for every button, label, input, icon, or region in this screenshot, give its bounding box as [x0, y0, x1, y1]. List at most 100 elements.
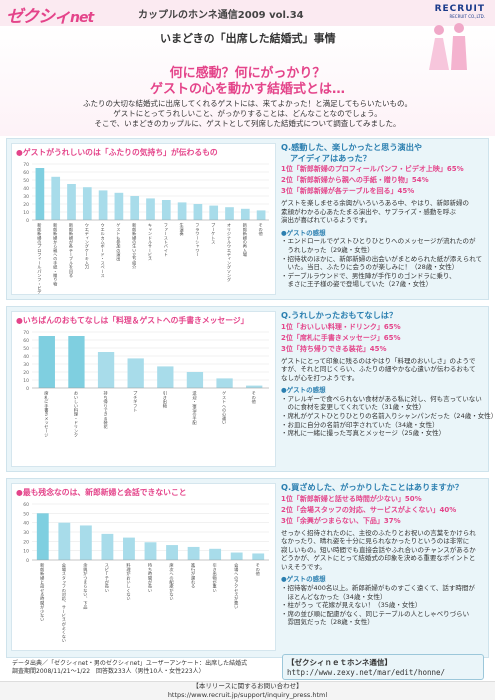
hero-line-2: ゲストの心を動かす結婚式とは… — [149, 82, 345, 97]
hero-line-1: 何に感動？何にがっかり？ — [169, 66, 326, 81]
chart-2: 0 10 20 30 40 50 60 70 席札に手書きメッセージ おいしい料理・ドリンク 持ち帰… — [23, 330, 269, 438]
bar — [256, 210, 266, 220]
y-tick-label: 10 — [23, 378, 29, 384]
x-tick-label: ゲストも参加の演出 — [115, 222, 121, 263]
bar — [67, 184, 76, 220]
bar — [216, 378, 233, 388]
rank-1: 1位「新郎新婦のプロフィールパンフ・ビデオ上映」65% — [281, 165, 464, 173]
chart-3: 0 10 20 30 40 50 60 新郎新婦と話せる時間が少ない 会場スタッフの対応、サービ… — [23, 502, 269, 643]
zexy-net-logo: ゼクシィnet — [6, 7, 94, 27]
bar — [82, 187, 92, 220]
x-tick-label: 新郎新婦の再入場 — [242, 222, 248, 258]
y-tick-label: 60 — [23, 170, 29, 176]
bar — [161, 200, 171, 220]
chart-1-title: ●ゲストがうれしいのは「ふたりの気持ち」が伝わるもの — [16, 148, 218, 157]
bar — [186, 372, 204, 388]
x-tick-label: 新郎新婦が各テーブルを回る — [68, 222, 74, 278]
x-tick-label: ゲストへの心遣い — [221, 390, 227, 425]
chart-1: 0 10 20 30 40 50 60 70 新郎新婦のプロフィールパンフ・ビデオ上映 新郎新婦か… — [23, 162, 269, 294]
y-tick-label: 20 — [23, 202, 29, 208]
y-tick-label: 30 — [23, 530, 29, 536]
x-tick-label: 引き出物が重い — [212, 562, 218, 593]
y-tick-label: 40 — [23, 354, 29, 360]
x-tick-label: 進行が遅れる — [190, 562, 196, 589]
x-tick-label: ブーケトス — [211, 222, 216, 245]
x-tick-label: 余興がつまらない、下品 — [82, 562, 88, 611]
vol-title: カップルのホンネ通信2009 vol.34 — [138, 10, 304, 21]
x-tick-label: 席次への配慮がない — [169, 562, 175, 602]
bar — [58, 522, 71, 560]
bar — [225, 207, 234, 220]
bar — [101, 533, 114, 560]
voice-heading: ●ゲストの感想 — [281, 575, 326, 584]
bar — [98, 190, 108, 220]
data-source: データ出典／「ゼクシィnet・男のゼクシィnet」ユーザーアンケート：出席した結… — [12, 660, 248, 675]
question-1-line-2: アイディアはあった？ — [290, 152, 371, 163]
bar — [187, 546, 200, 560]
bar — [209, 205, 219, 220]
bar — [79, 525, 92, 560]
x-tick-label: 新郎新婦のプロフィールパンフ・ビデオ上映 — [36, 222, 42, 294]
bar — [193, 204, 203, 220]
x-tick-label: 引き出物 — [163, 390, 168, 410]
question-1: Q.感動した、楽しかったと思う演出や — [281, 142, 423, 152]
chart-box-2: ●いちばんのおもてなしは「料理＆ゲストへの手書きメッセージ」 0 10 20 30 40… — [11, 311, 276, 467]
rank-2: 2位「席札に手書きメッセージ」65% — [281, 333, 401, 342]
y-tick-label: 50 — [23, 178, 29, 184]
recruit-logo-sub: RECRUIT CO.,LTD. — [449, 14, 486, 19]
url-label: 【ゼクシィｎｅｔホンネ通信】 — [287, 658, 392, 667]
x-tick-label: 料理がおいしくない — [126, 562, 132, 602]
voice-heading: ●ゲストの感想 — [281, 228, 326, 237]
bar — [123, 537, 135, 560]
y-tick-label: 0 — [26, 386, 29, 392]
rank-1: 1位「新郎新婦と話せる時間が少ない」50% — [281, 494, 422, 503]
x-tick-label: その他 — [255, 563, 261, 577]
section-2-text: Q.うれしかったおもてなしは？ 1位「おいしい料理・ドリンク」65% 2位「席札… — [281, 310, 495, 438]
x-tick-label: おいしい料理・ドリンク — [73, 391, 79, 438]
bar — [157, 366, 174, 388]
x-tick-label: 待ち時間が長い — [147, 562, 153, 593]
voice-heading: ●ゲストの感想 — [281, 386, 326, 395]
url-box: 【ゼクシィｎｅｔホンネ通信】 http://www.zexy.net/mar/e… — [282, 654, 484, 680]
y-tick-label: 70 — [23, 162, 29, 168]
rank-2: 2位「会場スタッフの対応、サービスがよくない」40% — [281, 505, 457, 514]
section-2: ●いちばんのおもてなしは「料理＆ゲストへの手書きメッセージ」 0 10 20 30 40… — [6, 306, 495, 472]
honne-url-link[interactable]: http://www.zexy.net/mar/edit/honne/ — [287, 668, 446, 677]
intro-line: ゲストにとってうれしいこと、がっかりすることは、どんなことなのでしょう。 — [113, 109, 382, 118]
y-tick-label: 40 — [23, 186, 29, 192]
x-tick-label: 生演奏 — [179, 222, 185, 237]
y-tick-label: 50 — [23, 346, 29, 352]
guest-voices: ・招待客が400名以上。新郎新婦がものすごく遠くて、話す時間が ほとんどなかった… — [281, 584, 475, 627]
y-tick-label: 20 — [23, 539, 29, 545]
rank-3: 3位「持ち帰りできる装花」45% — [281, 344, 387, 353]
inquiry-url-link[interactable]: https://www.recruit.jp/support/inquiry_p… — [167, 690, 328, 699]
bar — [246, 385, 263, 388]
chart-2-title: ●いちばんのおもてなしは「料理＆ゲストへの手書きメッセージ」 — [16, 316, 249, 325]
top-bar — [0, 0, 495, 26]
bar — [144, 542, 157, 560]
guest-voices: ・アレルギーで食べられない食材がある私に対し、何も言っていない のに食材を変更し… — [281, 394, 495, 438]
rank-3: 3位「余興がつまらない、下品」37% — [281, 516, 401, 525]
x-tick-label: 新郎新婦の生い立ち紹介 — [131, 222, 137, 269]
y-tick-label: 50 — [23, 511, 29, 517]
rank-1: 1位「おいしい料理・ドリンク」65% — [281, 322, 401, 331]
section-3-body: せっかく招待されたのに、主役のふたりとお祝いの言葉をかけられ なかったり、晴れ姿を… — [281, 528, 476, 571]
x-tick-label: ウエディングケーキ入刀 — [84, 222, 90, 271]
x-tick-label: 会場スタッフの対応、サービスがよくない — [61, 562, 67, 643]
bar — [127, 358, 144, 388]
section-1: ●ゲストがうれしいのは「ふたりの気持ち」が伝わるもの 0 10 20 30 40 50 60… — [6, 138, 489, 300]
section-3: ●最も残念なのは、新郎新婦と会話できないこと 0 10 20 30 40 50 60 新郎新婦… — [6, 478, 489, 658]
x-tick-label: オリジナルウエディングソング — [226, 223, 232, 283]
headline: いまどきの「出席した結婚式」事情 — [160, 32, 336, 45]
x-tick-label: プチギフト — [133, 391, 138, 413]
y-tick-label: 60 — [23, 502, 29, 508]
rank-2: 2位「新郎新婦から親への手紙・贈り物」54% — [281, 176, 429, 184]
intro-line: ふたりの大切な結婚式に出席してくれるゲストには、来てよかった！と満足してもらいた… — [83, 99, 412, 108]
bar — [35, 168, 45, 220]
section-1-body: ゲストを楽しませる余興がいろいろある中、やはり、新郎新婦の 素顔がわかる心あたたま… — [281, 199, 470, 225]
y-tick-label: 20 — [23, 370, 29, 376]
x-tick-label: 持ち帰りできる装花 — [103, 390, 109, 431]
bar — [38, 336, 55, 388]
footer-label: 【本リリースに関するお問い合わせ】 — [192, 682, 303, 690]
chart-3-title: ●最も残念なのは、新郎新婦と会話できないこと — [16, 488, 187, 497]
